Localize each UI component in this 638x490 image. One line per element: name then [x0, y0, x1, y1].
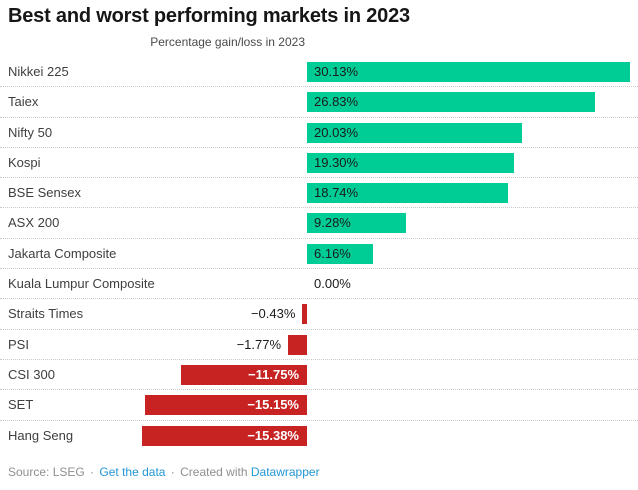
value-label: −0.43% — [250, 306, 296, 322]
value-label: 0.00% — [314, 276, 351, 292]
value-label: 6.16% — [314, 245, 351, 261]
category-label: Nikkei 225 — [8, 64, 69, 79]
bar-negative — [142, 425, 307, 446]
bar-chart: Nikkei 225 30.13% Taiex 26.83% Nifty 50 20.03… — [0, 57, 638, 451]
footer-separator: · — [90, 465, 95, 479]
chart-row: Kuala Lumpur Composite 0.00% — [0, 269, 638, 300]
value-label: −15.38% — [247, 427, 299, 443]
bar-positive — [307, 122, 522, 143]
value-label: 19.30% — [314, 154, 359, 170]
chart-title: Best and worst performing markets in 202… — [8, 5, 410, 27]
value-label: 26.83% — [314, 94, 359, 110]
bar-negative — [144, 395, 307, 416]
chart-row: Nifty 50 20.03% — [0, 118, 638, 148]
chart-row: Nikkei 225 30.13% — [0, 57, 638, 88]
value-label: −1.77% — [236, 336, 282, 352]
bar-negative — [288, 334, 307, 355]
value-label: 20.03% — [314, 124, 359, 140]
chart-row: BSE Sensex 18.74% — [0, 178, 638, 209]
source-label: Source: LSEG — [8, 465, 85, 479]
category-label: Kospi — [8, 154, 41, 170]
bar-positive — [307, 92, 595, 113]
bar-positive — [307, 152, 514, 173]
category-label: BSE Sensex — [8, 185, 81, 201]
axis-label: Percentage gain/loss in 2023 — [150, 35, 305, 49]
chart-row: Kospi 19.30% — [0, 148, 638, 179]
category-label: Taiex — [8, 94, 39, 110]
value-label: 18.74% — [314, 185, 359, 201]
footer-separator: · — [170, 465, 175, 479]
chart-row: Jakarta Composite 6.16% — [0, 239, 638, 270]
category-label: Jakarta Composite — [8, 245, 117, 261]
category-label: ASX 200 — [8, 215, 60, 231]
chart-row: SET −15.15% — [0, 390, 638, 421]
chart-row: PSI −1.77% — [0, 330, 638, 360]
value-label: −15.15% — [247, 397, 299, 413]
bar-negative — [302, 304, 307, 325]
chart-row: Straits Times −0.43% — [0, 299, 638, 330]
bar-positive — [307, 213, 407, 234]
bar-positive — [307, 62, 630, 82]
get-data-link[interactable]: Get the data — [99, 465, 166, 479]
category-label: Kuala Lumpur Composite — [8, 276, 155, 292]
bar-negative — [181, 364, 307, 385]
chart-row: Hang Seng −15.38% — [0, 421, 638, 451]
category-label: Nifty 50 — [8, 124, 53, 140]
chart-row: Taiex 26.83% — [0, 87, 638, 118]
category-label: SET — [8, 397, 34, 413]
value-label: 30.13% — [314, 64, 359, 79]
category-label: Straits Times — [8, 306, 84, 322]
datawrapper-link[interactable]: Datawrapper — [250, 465, 320, 479]
bar-positive — [307, 243, 374, 264]
chart-row: ASX 200 9.28% — [0, 208, 638, 239]
chart-row: CSI 300 −11.75% — [0, 360, 638, 391]
footer: Source: LSEG · Get the data · Created wi… — [8, 465, 320, 479]
category-label: CSI 300 — [8, 366, 55, 382]
category-label: PSI — [8, 336, 29, 352]
value-label: −11.75% — [248, 366, 299, 382]
bar-positive — [307, 183, 508, 204]
category-label: Hang Seng — [8, 427, 74, 443]
created-with-label: Created with — [180, 465, 248, 479]
value-label: 9.28% — [314, 215, 351, 231]
